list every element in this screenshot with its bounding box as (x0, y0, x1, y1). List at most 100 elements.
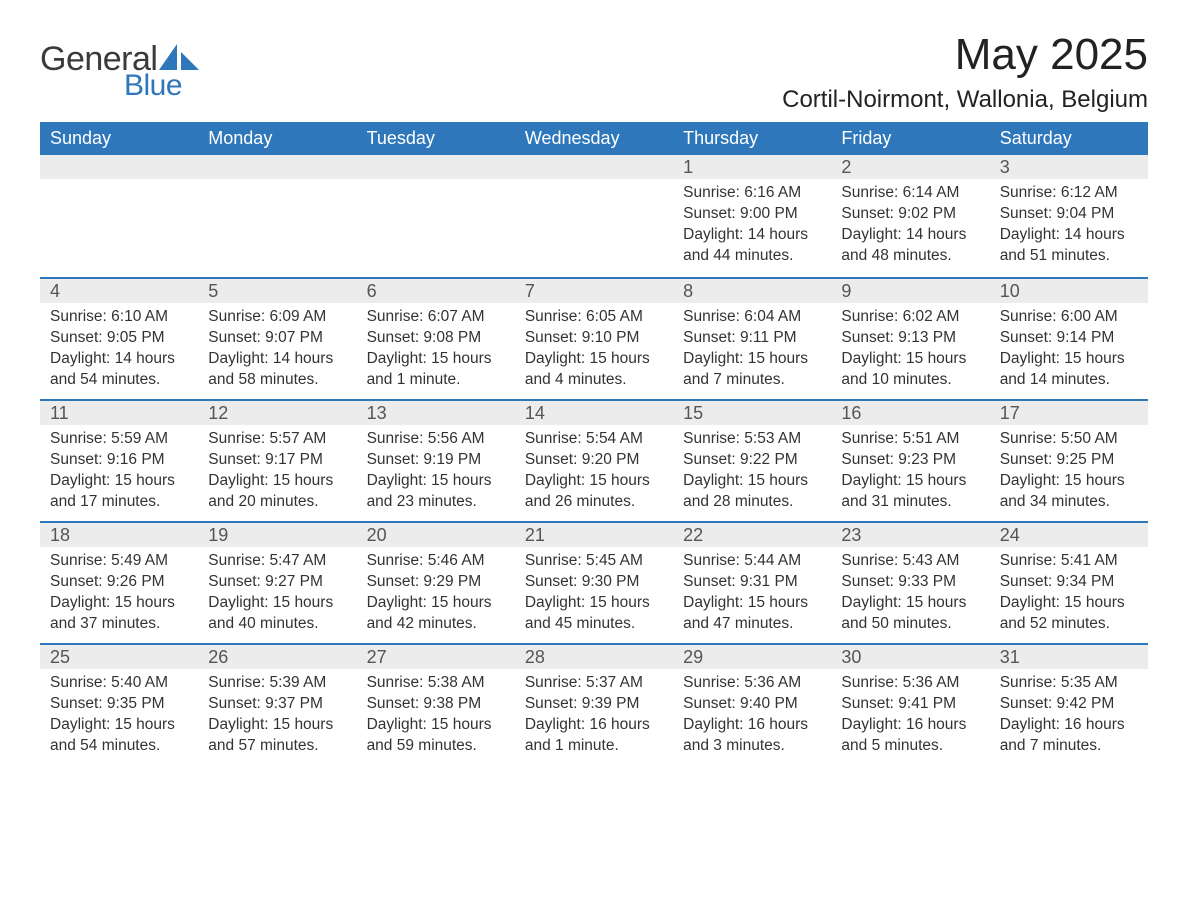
page-header: General Blue May 2025 Cortil-Noirmont, W… (40, 30, 1148, 114)
calendar-cell: 25Sunrise: 5:40 AMSunset: 9:35 PMDayligh… (40, 643, 198, 765)
calendar-cell: 19Sunrise: 5:47 AMSunset: 9:27 PMDayligh… (198, 521, 356, 643)
sunset-line: Sunset: 9:19 PM (367, 450, 505, 471)
calendar-cell: 10Sunrise: 6:00 AMSunset: 9:14 PMDayligh… (990, 277, 1148, 399)
sunrise-line: Sunrise: 5:53 AM (683, 429, 821, 450)
day-number-bar: 15 (673, 399, 831, 425)
sunrise-line: Sunrise: 6:00 AM (1000, 307, 1138, 328)
day-number-bar: 24 (990, 521, 1148, 547)
sunrise-line: Sunrise: 6:16 AM (683, 183, 821, 204)
sunset-line: Sunset: 9:02 PM (841, 204, 979, 225)
day-number-bar: 26 (198, 643, 356, 669)
day-number-bar: 4 (40, 277, 198, 303)
day-details: Sunrise: 5:45 AMSunset: 9:30 PMDaylight:… (515, 547, 673, 643)
sunset-line: Sunset: 9:31 PM (683, 572, 821, 593)
title-block: May 2025 Cortil-Noirmont, Wallonia, Belg… (782, 30, 1148, 114)
calendar-cell: 12Sunrise: 5:57 AMSunset: 9:17 PMDayligh… (198, 399, 356, 521)
day-details: Sunrise: 5:36 AMSunset: 9:40 PMDaylight:… (673, 669, 831, 765)
daylight-line: Daylight: 15 hours and 14 minutes. (1000, 349, 1138, 391)
calendar-cell: 18Sunrise: 5:49 AMSunset: 9:26 PMDayligh… (40, 521, 198, 643)
sunset-line: Sunset: 9:23 PM (841, 450, 979, 471)
day-details: Sunrise: 5:37 AMSunset: 9:39 PMDaylight:… (515, 669, 673, 765)
day-details: Sunrise: 5:53 AMSunset: 9:22 PMDaylight:… (673, 425, 831, 521)
daylight-line: Daylight: 16 hours and 1 minute. (525, 715, 663, 757)
day-number-bar: 8 (673, 277, 831, 303)
daylight-line: Daylight: 15 hours and 52 minutes. (1000, 593, 1138, 635)
sunrise-line: Sunrise: 6:02 AM (841, 307, 979, 328)
day-number-bar: 28 (515, 643, 673, 669)
sunset-line: Sunset: 9:04 PM (1000, 204, 1138, 225)
sunrise-line: Sunrise: 5:37 AM (525, 673, 663, 694)
day-details: Sunrise: 5:38 AMSunset: 9:38 PMDaylight:… (357, 669, 515, 765)
sunrise-line: Sunrise: 5:57 AM (208, 429, 346, 450)
calendar-cell: 4Sunrise: 6:10 AMSunset: 9:05 PMDaylight… (40, 277, 198, 399)
sunrise-line: Sunrise: 5:54 AM (525, 429, 663, 450)
day-details: Sunrise: 6:10 AMSunset: 9:05 PMDaylight:… (40, 303, 198, 399)
calendar-cell (40, 155, 198, 277)
daylight-line: Daylight: 14 hours and 51 minutes. (1000, 225, 1138, 267)
sunset-line: Sunset: 9:16 PM (50, 450, 188, 471)
sunset-line: Sunset: 9:34 PM (1000, 572, 1138, 593)
weekday-header-row: Sunday Monday Tuesday Wednesday Thursday… (40, 122, 1148, 155)
daylight-line: Daylight: 14 hours and 54 minutes. (50, 349, 188, 391)
calendar-cell: 5Sunrise: 6:09 AMSunset: 9:07 PMDaylight… (198, 277, 356, 399)
day-number-bar: 23 (831, 521, 989, 547)
day-details: Sunrise: 6:04 AMSunset: 9:11 PMDaylight:… (673, 303, 831, 399)
sunset-line: Sunset: 9:26 PM (50, 572, 188, 593)
calendar-cell: 17Sunrise: 5:50 AMSunset: 9:25 PMDayligh… (990, 399, 1148, 521)
day-number-bar: 18 (40, 521, 198, 547)
daylight-line: Daylight: 16 hours and 7 minutes. (1000, 715, 1138, 757)
sunset-line: Sunset: 9:11 PM (683, 328, 821, 349)
day-number-bar: 16 (831, 399, 989, 425)
sunrise-line: Sunrise: 5:56 AM (367, 429, 505, 450)
sunset-line: Sunset: 9:22 PM (683, 450, 821, 471)
daylight-line: Daylight: 15 hours and 42 minutes. (367, 593, 505, 635)
sunrise-line: Sunrise: 6:04 AM (683, 307, 821, 328)
day-details: Sunrise: 6:14 AMSunset: 9:02 PMDaylight:… (831, 179, 989, 275)
day-number-bar: 27 (357, 643, 515, 669)
daylight-line: Daylight: 14 hours and 48 minutes. (841, 225, 979, 267)
sunrise-line: Sunrise: 6:05 AM (525, 307, 663, 328)
weekday-header: Friday (831, 122, 989, 155)
sunrise-line: Sunrise: 5:36 AM (841, 673, 979, 694)
day-details: Sunrise: 5:41 AMSunset: 9:34 PMDaylight:… (990, 547, 1148, 643)
calendar-cell (515, 155, 673, 277)
daylight-line: Daylight: 15 hours and 57 minutes. (208, 715, 346, 757)
logo-text-blue: Blue (124, 69, 199, 103)
day-details: Sunrise: 6:09 AMSunset: 9:07 PMDaylight:… (198, 303, 356, 399)
day-number-bar: 1 (673, 155, 831, 179)
calendar-cell: 28Sunrise: 5:37 AMSunset: 9:39 PMDayligh… (515, 643, 673, 765)
sunrise-line: Sunrise: 5:49 AM (50, 551, 188, 572)
calendar-cell: 6Sunrise: 6:07 AMSunset: 9:08 PMDaylight… (357, 277, 515, 399)
sunset-line: Sunset: 9:14 PM (1000, 328, 1138, 349)
sunrise-line: Sunrise: 5:40 AM (50, 673, 188, 694)
calendar-cell: 3Sunrise: 6:12 AMSunset: 9:04 PMDaylight… (990, 155, 1148, 277)
calendar-cell: 31Sunrise: 5:35 AMSunset: 9:42 PMDayligh… (990, 643, 1148, 765)
daylight-line: Daylight: 14 hours and 44 minutes. (683, 225, 821, 267)
sunrise-line: Sunrise: 5:59 AM (50, 429, 188, 450)
calendar-cell: 14Sunrise: 5:54 AMSunset: 9:20 PMDayligh… (515, 399, 673, 521)
daylight-line: Daylight: 15 hours and 1 minute. (367, 349, 505, 391)
sunset-line: Sunset: 9:27 PM (208, 572, 346, 593)
sunset-line: Sunset: 9:38 PM (367, 694, 505, 715)
day-number-bar: 22 (673, 521, 831, 547)
sunrise-line: Sunrise: 6:09 AM (208, 307, 346, 328)
day-number-bar: 13 (357, 399, 515, 425)
sunset-line: Sunset: 9:40 PM (683, 694, 821, 715)
sunrise-line: Sunrise: 5:38 AM (367, 673, 505, 694)
sunrise-line: Sunrise: 5:39 AM (208, 673, 346, 694)
calendar-cell: 24Sunrise: 5:41 AMSunset: 9:34 PMDayligh… (990, 521, 1148, 643)
sunrise-line: Sunrise: 5:44 AM (683, 551, 821, 572)
weekday-header: Saturday (990, 122, 1148, 155)
daylight-line: Daylight: 15 hours and 59 minutes. (367, 715, 505, 757)
sunset-line: Sunset: 9:17 PM (208, 450, 346, 471)
sunset-line: Sunset: 9:41 PM (841, 694, 979, 715)
calendar-cell: 30Sunrise: 5:36 AMSunset: 9:41 PMDayligh… (831, 643, 989, 765)
day-number-bar: 3 (990, 155, 1148, 179)
daylight-line: Daylight: 15 hours and 47 minutes. (683, 593, 821, 635)
calendar-cell: 27Sunrise: 5:38 AMSunset: 9:38 PMDayligh… (357, 643, 515, 765)
sunrise-line: Sunrise: 5:50 AM (1000, 429, 1138, 450)
calendar-week-row: 4Sunrise: 6:10 AMSunset: 9:05 PMDaylight… (40, 277, 1148, 399)
calendar-week-row: 18 Sunrise: 5:49 AMSunset: 9:26 PM Dayligh… (40, 521, 1148, 643)
sunrise-line: Sunrise: 5:41 AM (1000, 551, 1138, 572)
day-details: Sunrise: 6:00 AMSunset: 9:14 PMDaylight:… (990, 303, 1148, 399)
